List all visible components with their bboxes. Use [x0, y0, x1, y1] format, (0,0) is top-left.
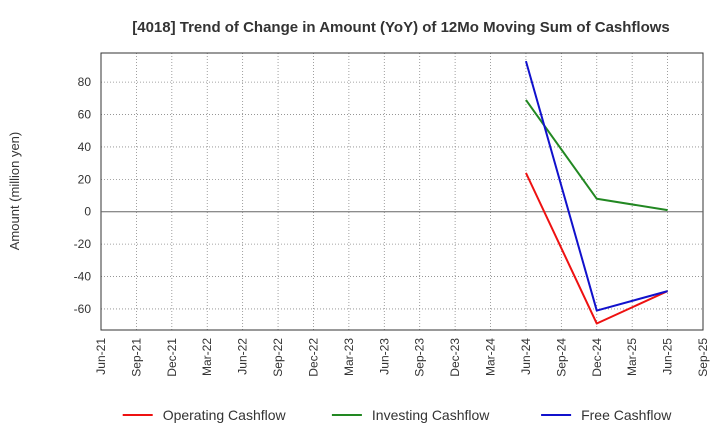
x-tick-label: Dec-21	[165, 338, 179, 377]
x-tick-label: Dec-23	[448, 338, 462, 377]
x-tick-label: Jun-22	[236, 338, 250, 375]
y-axis-label: Amount (million yen)	[7, 132, 22, 251]
x-tick-label: Sep-22	[271, 338, 285, 377]
legend-label: Free Cashflow	[581, 407, 672, 423]
legend-label: Operating Cashflow	[163, 407, 287, 423]
grid-lines	[101, 53, 703, 330]
y-tick-label: 40	[78, 140, 92, 154]
y-axis-ticks: -60 -40 -20 0 20 40 60 80	[74, 75, 92, 316]
x-tick-label: Jun-25	[661, 338, 675, 375]
x-tick-label: Mar-25	[625, 338, 639, 376]
y-tick-label: 20	[78, 172, 92, 186]
chart-title: [4018] Trend of Change in Amount (YoY) o…	[132, 19, 670, 36]
legend-label: Investing Cashflow	[372, 407, 490, 423]
x-tick-label: Sep-21	[129, 338, 143, 377]
y-tick-label: -60	[74, 302, 92, 316]
y-tick-label: 0	[84, 205, 91, 219]
y-tick-label: -20	[74, 237, 92, 251]
x-tick-label: Mar-24	[484, 338, 498, 376]
y-tick-label: 60	[78, 108, 92, 122]
x-tick-label: Mar-23	[342, 338, 356, 376]
x-tick-label: Dec-24	[590, 338, 604, 377]
x-tick-label: Mar-22	[200, 338, 214, 376]
x-tick-label: Sep-24	[554, 338, 568, 377]
x-tick-label: Sep-23	[413, 338, 427, 377]
x-tick-label: Jun-23	[377, 338, 391, 375]
x-tick-label: Jun-21	[94, 338, 108, 375]
series-line-free-cashflow	[524, 60, 668, 312]
series-line-investing-cashflow	[525, 99, 668, 212]
legend-item: Operating Cashflow	[122, 407, 287, 423]
x-tick-label: Jun-24	[519, 338, 533, 375]
x-axis-ticks: Jun-21 Sep-21 Dec-21 Mar-22 Jun-22 Sep-22 Dec-…	[94, 338, 710, 377]
legend-item: Free Cashflow	[541, 407, 672, 423]
legend: Operating Cashflow Investing Cashflow Free…	[122, 407, 672, 423]
x-tick-label: Dec-22	[306, 338, 320, 377]
series-line-operating-cashflow	[525, 172, 669, 325]
data-series	[524, 60, 669, 325]
legend-item: Investing Cashflow	[331, 407, 490, 423]
plot-area-frame	[100, 52, 704, 331]
x-tick-label: Sep-25	[696, 338, 710, 377]
y-tick-label: -40	[74, 270, 92, 284]
y-tick-label: 80	[78, 75, 92, 89]
